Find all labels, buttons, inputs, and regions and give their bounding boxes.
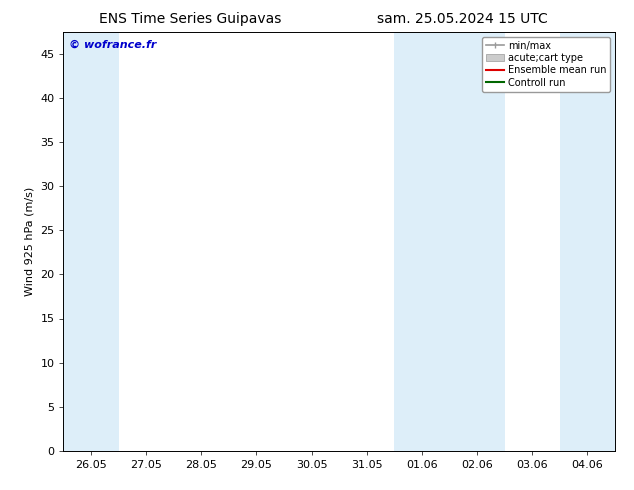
Legend: min/max, acute;cart type, Ensemble mean run, Controll run: min/max, acute;cart type, Ensemble mean … [482, 37, 610, 92]
Text: sam. 25.05.2024 15 UTC: sam. 25.05.2024 15 UTC [377, 12, 548, 26]
Bar [394, 32, 505, 451]
Text: ENS Time Series Guipavas: ENS Time Series Guipavas [99, 12, 281, 26]
Y-axis label: Wind 925 hPa (m/s): Wind 925 hPa (m/s) [25, 187, 35, 296]
Bar [560, 32, 615, 451]
Bar [63, 32, 119, 451]
Text: © wofrance.fr: © wofrance.fr [69, 40, 157, 50]
